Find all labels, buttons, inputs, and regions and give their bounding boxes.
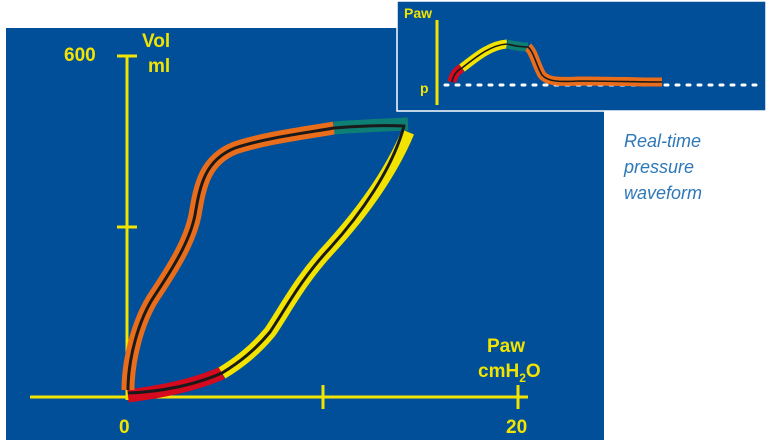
- y-max-label: 600: [64, 45, 96, 66]
- waveform-trace: [447, 39, 663, 87]
- x-min-label: 0: [119, 417, 130, 438]
- x-axis-unit-end: O: [526, 361, 541, 382]
- y-axis-unit: ml: [148, 56, 170, 77]
- caption-line-2: pressure: [624, 157, 695, 177]
- axes: [30, 54, 528, 409]
- caption-line-3: waveform: [624, 183, 703, 203]
- waveform-inset: Paw p: [396, 0, 767, 112]
- x-max-label: 20: [506, 417, 527, 438]
- y-axis-label: Vol: [142, 31, 170, 52]
- waveform-y-label: Paw: [404, 5, 432, 21]
- pv-loop: [121, 117, 414, 403]
- x-axis-unit-subscript: 2: [519, 371, 526, 385]
- caption-line-1: Real-time: [624, 131, 702, 151]
- x-axis-unit: cmH2O: [478, 361, 541, 385]
- loop-trace: [126, 124, 406, 395]
- x-axis-unit-main: cmH: [478, 361, 519, 382]
- x-axis-label: Paw: [487, 336, 525, 357]
- waveform-baseline-label: p: [420, 80, 429, 96]
- waveform-frame: [396, 0, 767, 112]
- waveform-center-line: [451, 43, 663, 83]
- waveform-caption: Real-time pressure waveform: [624, 128, 764, 206]
